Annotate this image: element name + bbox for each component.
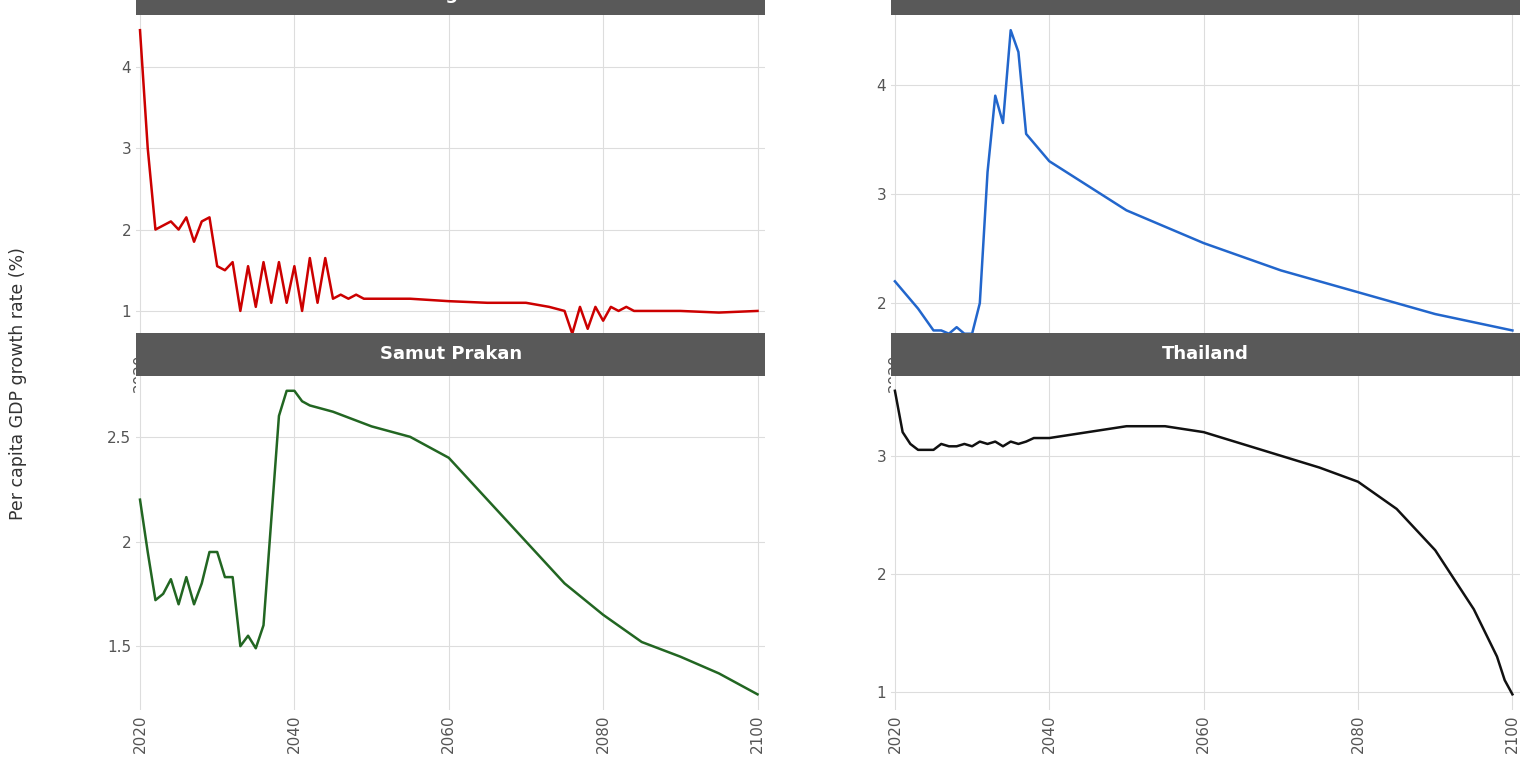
Text: Thailand: Thailand [1163,346,1249,363]
Text: Nonthaburi: Nonthaburi [1149,0,1263,3]
Text: Per capita GDP growth rate (%): Per capita GDP growth rate (%) [9,247,28,521]
Text: Bangkok: Bangkok [407,0,495,3]
Text: Samut Prakan: Samut Prakan [379,346,522,363]
